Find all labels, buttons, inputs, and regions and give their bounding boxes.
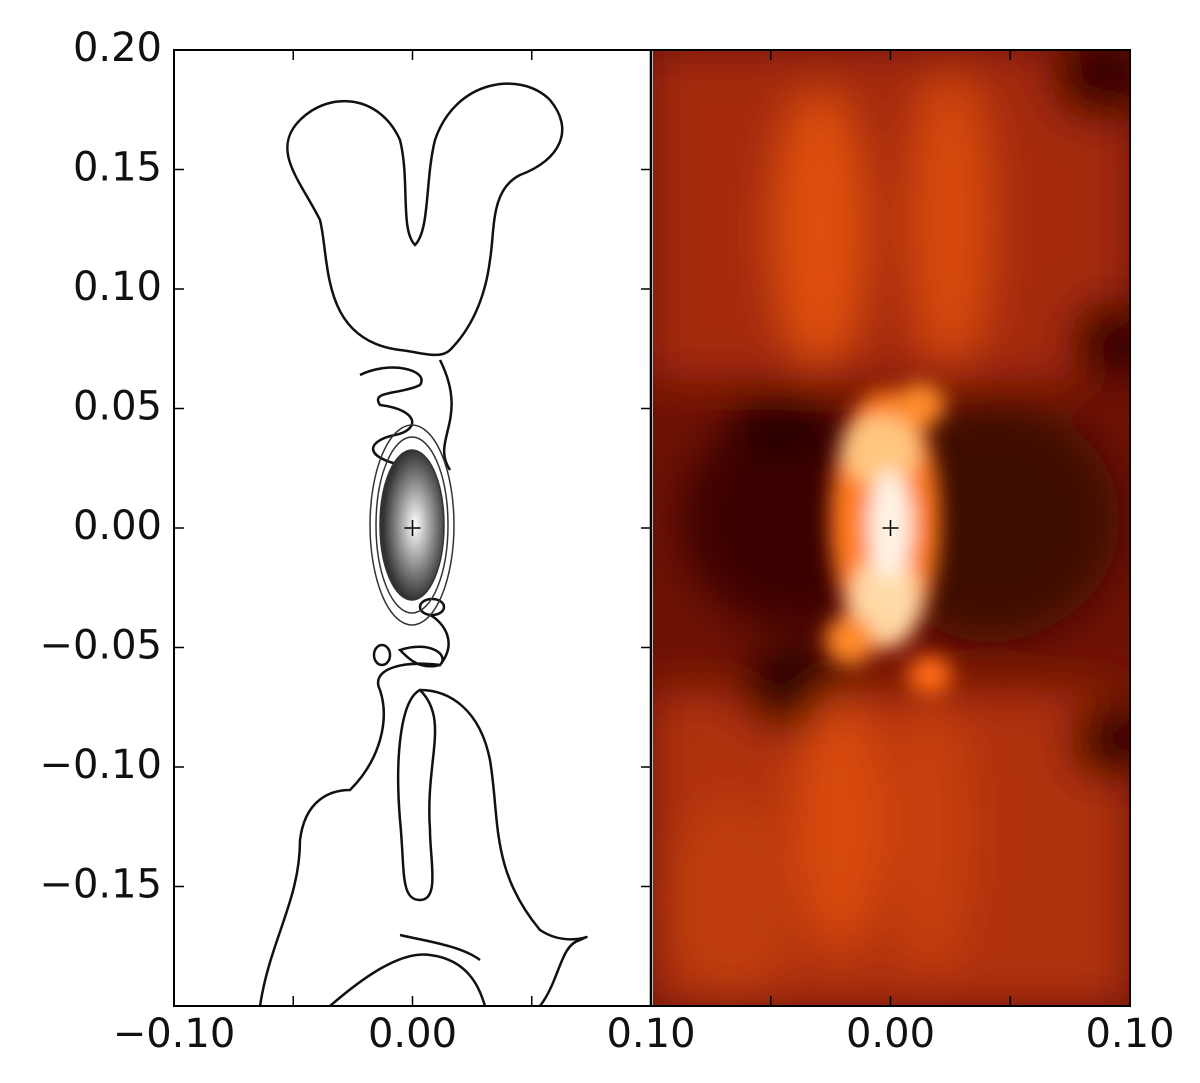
y-tick-label: 0.20: [73, 25, 162, 71]
center-marker: [404, 520, 421, 536]
x-tick-label: 0.00: [368, 1011, 457, 1057]
y-tick-label: 0.00: [73, 503, 162, 549]
y-tick-label: 0.10: [73, 264, 162, 310]
y-tick-label: 0.05: [73, 384, 162, 430]
center-marker: [882, 520, 899, 536]
x-tick-label: 0.10: [606, 1011, 695, 1057]
y-tick-label: 0.15: [73, 145, 162, 191]
y-tick-label: −0.15: [39, 862, 162, 908]
x-tick-label: 0.10: [1085, 1011, 1174, 1057]
heatmap-image: [651, 50, 1130, 1006]
x-tick-label: 0.00: [846, 1011, 935, 1057]
x-tick-label: −0.10: [113, 1011, 236, 1057]
y-tick-label: −0.05: [39, 623, 162, 669]
contour-lines: [258, 82, 588, 1006]
y-tick-label: −0.10: [39, 742, 162, 788]
